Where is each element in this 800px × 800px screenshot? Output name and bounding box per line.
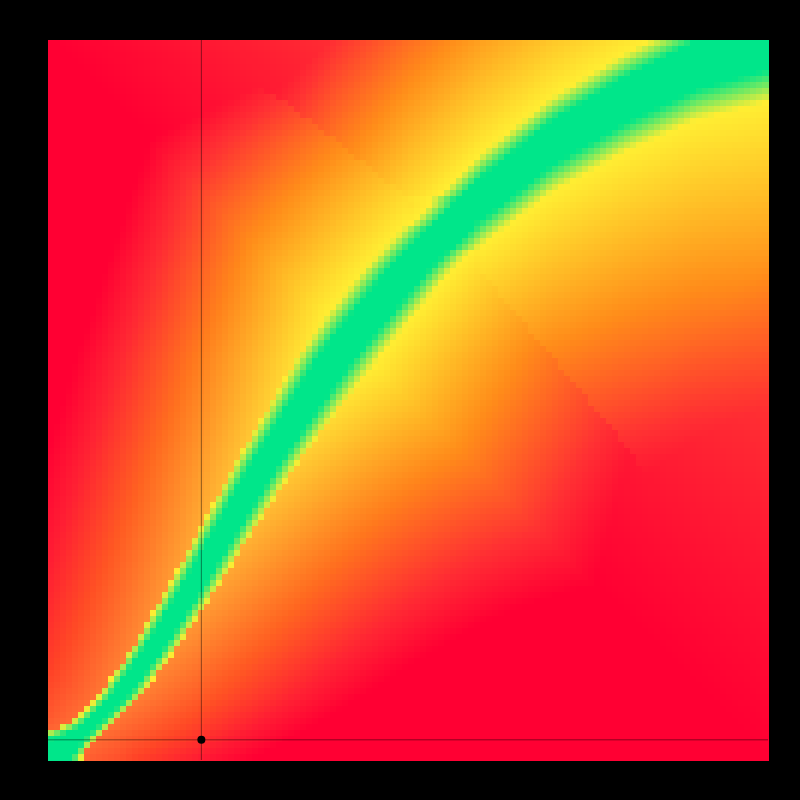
- heatmap-canvas: [0, 0, 800, 800]
